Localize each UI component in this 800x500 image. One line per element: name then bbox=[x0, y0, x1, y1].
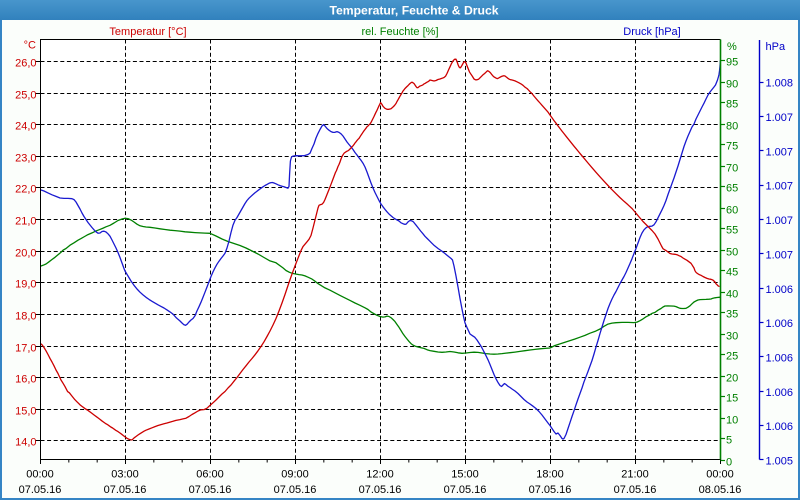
svg-text:23,0: 23,0 bbox=[15, 153, 36, 165]
svg-text:70: 70 bbox=[726, 163, 738, 175]
svg-text:17,0: 17,0 bbox=[15, 343, 36, 355]
svg-text:14,0: 14,0 bbox=[15, 437, 36, 449]
svg-text:09:00: 09:00 bbox=[281, 469, 309, 481]
svg-text:08.05.16: 08.05.16 bbox=[699, 484, 742, 496]
svg-text:50: 50 bbox=[726, 247, 738, 259]
svg-text:0: 0 bbox=[726, 457, 732, 469]
svg-text:40: 40 bbox=[726, 289, 738, 301]
svg-text:26,0: 26,0 bbox=[15, 58, 36, 70]
svg-text:hPa: hPa bbox=[766, 41, 786, 53]
svg-text:25: 25 bbox=[726, 351, 738, 363]
svg-text:95: 95 bbox=[726, 57, 738, 69]
svg-text:21,0: 21,0 bbox=[15, 216, 36, 228]
svg-text:°C: °C bbox=[24, 40, 36, 52]
svg-text:%: % bbox=[727, 41, 737, 53]
svg-text:03:00: 03:00 bbox=[111, 469, 139, 481]
svg-text:65: 65 bbox=[726, 183, 738, 195]
svg-text:rel. Feuchte [%]: rel. Feuchte [%] bbox=[361, 26, 438, 38]
svg-text:19,0: 19,0 bbox=[15, 279, 36, 291]
svg-text:1.006: 1.006 bbox=[766, 318, 794, 330]
svg-text:25,0: 25,0 bbox=[15, 90, 36, 102]
svg-text:06:00: 06:00 bbox=[196, 469, 224, 481]
svg-text:45: 45 bbox=[726, 267, 738, 279]
svg-text:24,0: 24,0 bbox=[15, 121, 36, 133]
svg-text:00:00: 00:00 bbox=[26, 469, 54, 481]
svg-text:10: 10 bbox=[726, 415, 738, 427]
svg-text:07.05.16: 07.05.16 bbox=[359, 484, 402, 496]
svg-text:07.05.16: 07.05.16 bbox=[189, 484, 232, 496]
svg-text:21:00: 21:00 bbox=[621, 469, 649, 481]
svg-text:07.05.16: 07.05.16 bbox=[19, 484, 62, 496]
svg-text:07.05.16: 07.05.16 bbox=[274, 484, 317, 496]
svg-text:15,0: 15,0 bbox=[15, 406, 36, 418]
svg-text:1.005: 1.005 bbox=[766, 456, 794, 468]
svg-text:90: 90 bbox=[726, 79, 738, 91]
svg-text:07.05.16: 07.05.16 bbox=[104, 484, 147, 496]
svg-text:1.006: 1.006 bbox=[766, 421, 794, 433]
svg-text:20: 20 bbox=[726, 373, 738, 385]
svg-text:30: 30 bbox=[726, 331, 738, 343]
svg-text:1.006: 1.006 bbox=[766, 284, 794, 296]
svg-text:1.007: 1.007 bbox=[766, 112, 794, 124]
svg-text:1.008: 1.008 bbox=[766, 78, 794, 90]
svg-text:60: 60 bbox=[726, 205, 738, 217]
svg-text:85: 85 bbox=[726, 99, 738, 111]
svg-text:1.006: 1.006 bbox=[766, 353, 794, 365]
svg-text:18:00: 18:00 bbox=[536, 469, 564, 481]
svg-text:Druck [hPa]: Druck [hPa] bbox=[623, 26, 680, 38]
svg-text:18,0: 18,0 bbox=[15, 311, 36, 323]
svg-text:00:00: 00:00 bbox=[706, 469, 734, 481]
svg-text:07.05.16: 07.05.16 bbox=[614, 484, 657, 496]
svg-text:16,0: 16,0 bbox=[15, 374, 36, 386]
svg-text:20,0: 20,0 bbox=[15, 248, 36, 260]
svg-text:15: 15 bbox=[726, 393, 738, 405]
svg-text:75: 75 bbox=[726, 141, 738, 153]
svg-text:80: 80 bbox=[726, 121, 738, 133]
svg-text:1.007: 1.007 bbox=[766, 181, 794, 193]
svg-text:1.007: 1.007 bbox=[766, 146, 794, 158]
svg-text:07.05.16: 07.05.16 bbox=[444, 484, 487, 496]
svg-text:22,0: 22,0 bbox=[15, 184, 36, 196]
svg-text:1.007: 1.007 bbox=[766, 249, 794, 261]
svg-text:Temperatur [°C]: Temperatur [°C] bbox=[109, 26, 186, 38]
svg-text:15:00: 15:00 bbox=[451, 469, 479, 481]
svg-text:55: 55 bbox=[726, 225, 738, 237]
svg-text:Temperatur, Feuchte & Druck: Temperatur, Feuchte & Druck bbox=[329, 4, 498, 18]
svg-text:1.007: 1.007 bbox=[766, 215, 794, 227]
svg-text:12:00: 12:00 bbox=[366, 469, 394, 481]
svg-text:07.05.16: 07.05.16 bbox=[529, 484, 572, 496]
svg-text:1.006: 1.006 bbox=[766, 387, 794, 399]
svg-text:5: 5 bbox=[726, 435, 732, 447]
svg-text:35: 35 bbox=[726, 309, 738, 321]
